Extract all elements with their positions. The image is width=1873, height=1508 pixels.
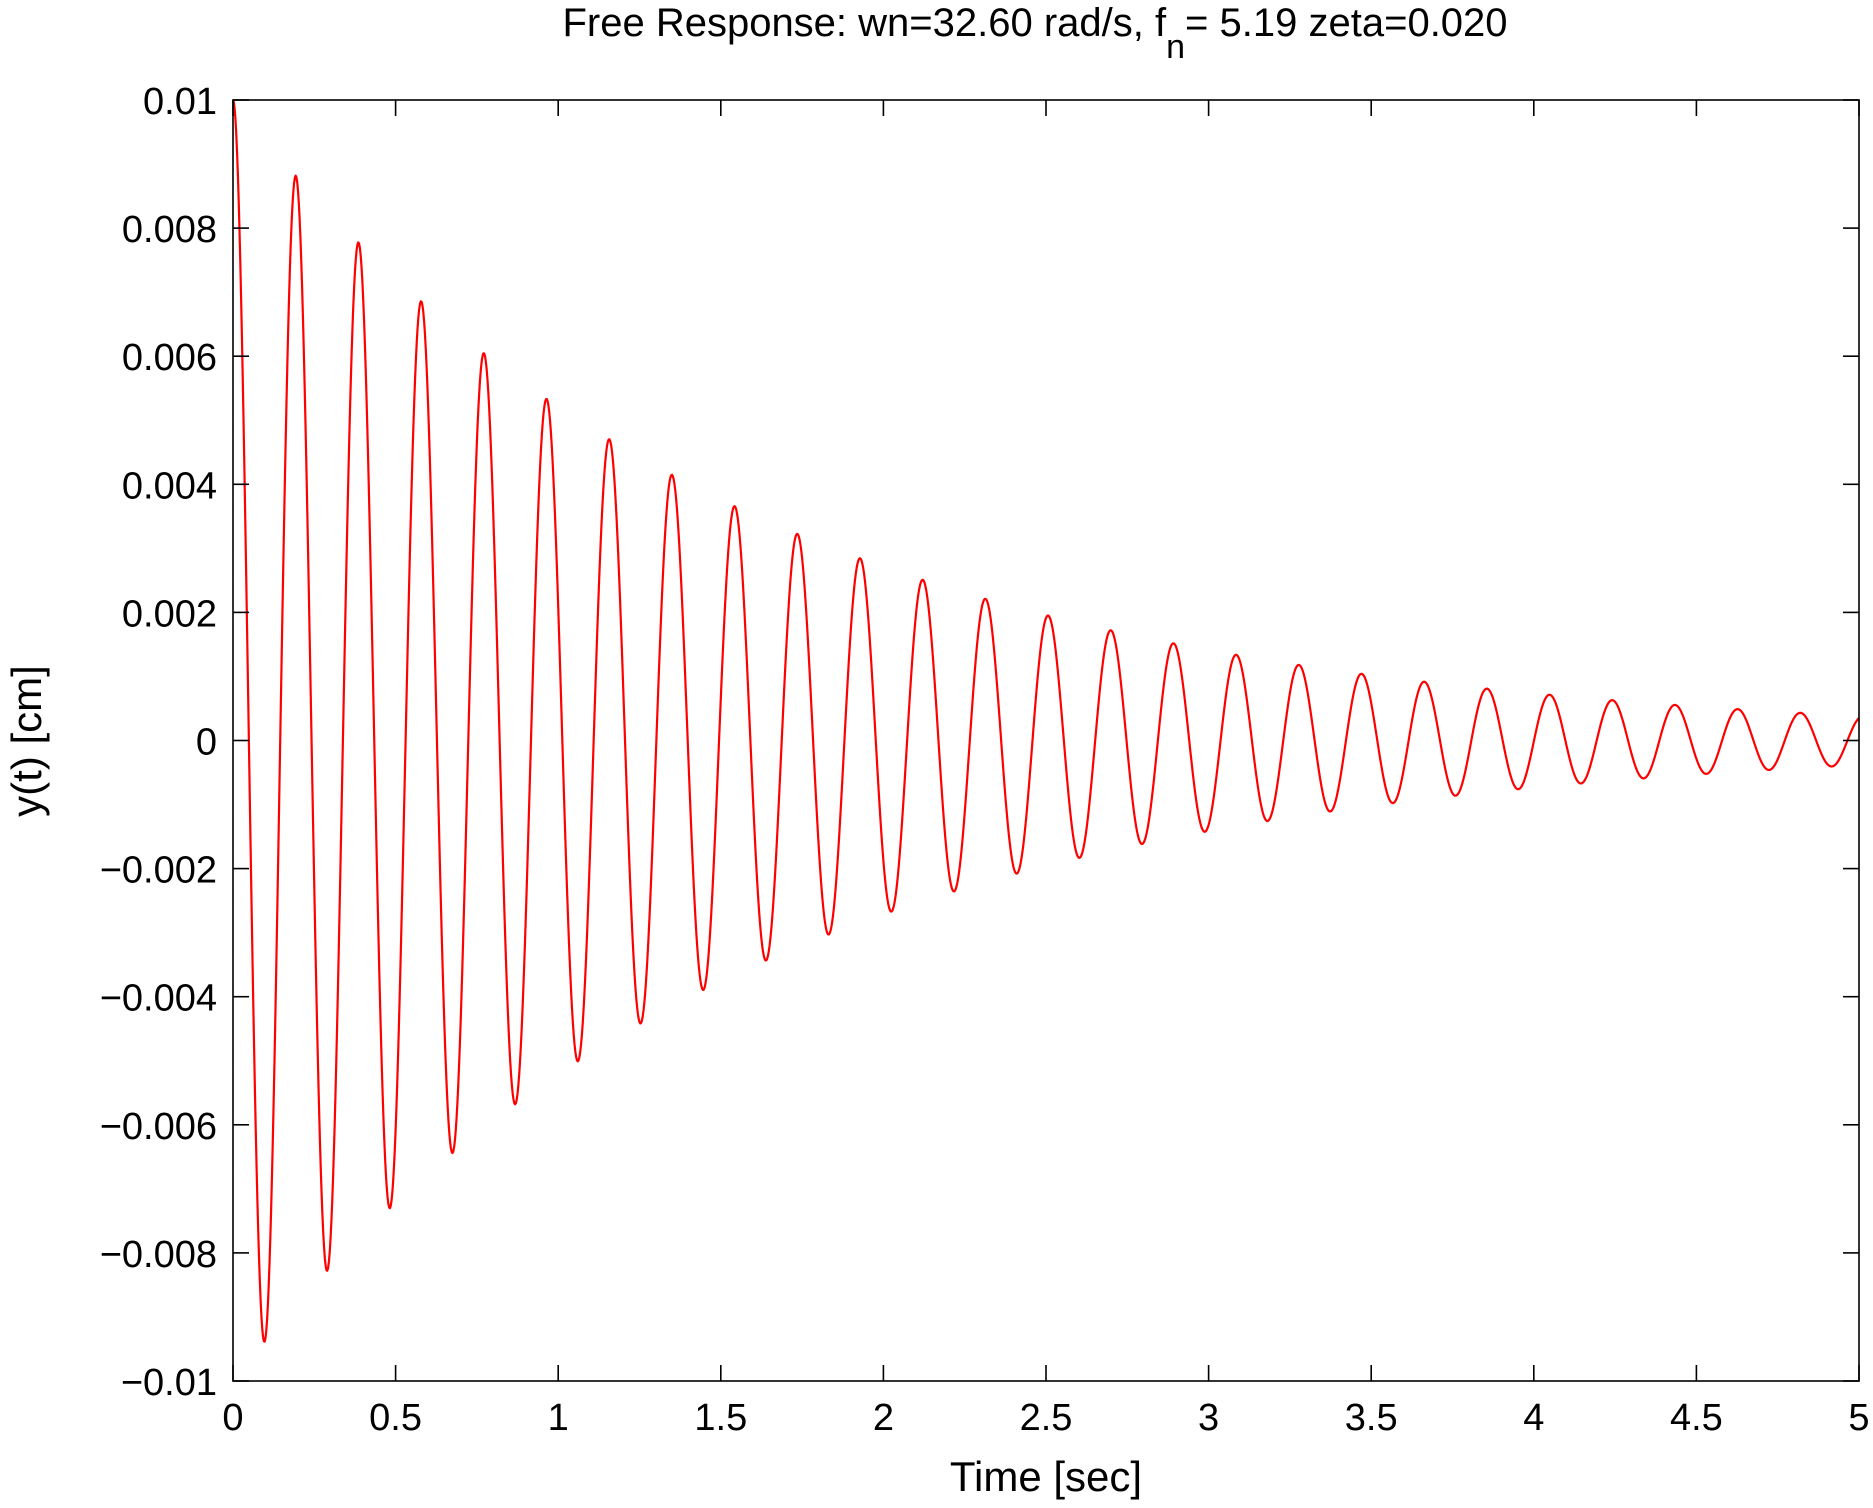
y-tick-label: 0.004 — [122, 465, 217, 507]
y-tick-label: −0.008 — [100, 1234, 217, 1276]
chart-title-main: Free Response: wn=32.60 rad/s, f — [562, 1, 1167, 45]
y-axis-label: y(t) [cm] — [3, 665, 50, 817]
x-tick-label: 2 — [873, 1397, 894, 1439]
y-tick-label: 0.01 — [143, 81, 217, 123]
x-tick-label: 4.5 — [1670, 1397, 1723, 1439]
y-tick-label: −0.01 — [121, 1362, 217, 1404]
x-tick-label: 2.5 — [1020, 1397, 1073, 1439]
y-tick-label: 0.002 — [122, 593, 217, 635]
x-axis-label: Time [sec] — [950, 1453, 1142, 1500]
x-tick-label: 4 — [1523, 1397, 1544, 1439]
chart-title-suffix: = 5.19 zeta=0.020 — [1185, 1, 1508, 45]
chart-title-subscript: n — [1166, 28, 1185, 66]
y-tick-label: 0.008 — [122, 209, 217, 251]
y-tick-label: 0.006 — [122, 337, 217, 379]
x-tick-label: 1 — [548, 1397, 569, 1439]
axes-frame — [232, 99, 1860, 1382]
x-tick-label: 0.5 — [369, 1397, 422, 1439]
x-tick-label: 0 — [222, 1397, 243, 1439]
y-tick-label: −0.006 — [100, 1106, 217, 1148]
x-tick-label: 1.5 — [694, 1397, 747, 1439]
y-tick-label: −0.002 — [100, 850, 217, 892]
y-tick-label: 0 — [196, 722, 217, 764]
y-tick-label: −0.004 — [100, 978, 217, 1020]
series-line-0 — [231, 99, 1860, 1343]
chart-title: Free Response: wn=32.60 rad/s, fn= 5.19 … — [562, 1, 1507, 66]
x-tick-label: 5 — [1848, 1397, 1869, 1439]
x-tick-label: 3.5 — [1345, 1397, 1398, 1439]
plot-area: 0 0.5 1 1.5 2 2.5 3 3.5 4 4.5 5 −0.01 −0.008 −0.006 −0… — [100, 81, 1870, 1439]
x-tick-label: 3 — [1198, 1397, 1219, 1439]
